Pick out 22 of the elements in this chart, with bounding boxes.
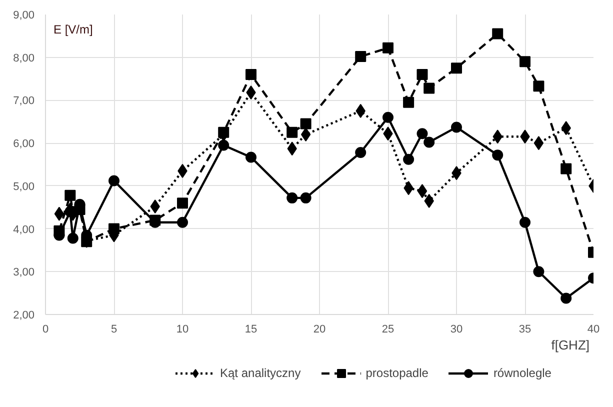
legend-label: prostopadle bbox=[366, 366, 428, 380]
legend-label: równolegle bbox=[493, 366, 552, 380]
y-tick-label: 8,00 bbox=[13, 52, 35, 64]
legend-label: Kąt analityczny bbox=[220, 366, 301, 380]
y-tick-label: 9,00 bbox=[13, 10, 35, 22]
x-tick-label: 25 bbox=[382, 324, 394, 336]
y-tick-label: 5,00 bbox=[13, 180, 35, 193]
x-tick-label: 30 bbox=[450, 324, 463, 336]
x-tick-label: 20 bbox=[313, 324, 326, 336]
y-tick-label: 6,00 bbox=[13, 138, 35, 150]
x-tick-label: 15 bbox=[244, 324, 258, 336]
x-tick-label: 5 bbox=[110, 324, 118, 336]
x-tick-label: 0 bbox=[42, 324, 49, 336]
y-axis-title: E [V/m] bbox=[54, 22, 93, 36]
x-axis-title: f[GHZ] bbox=[551, 338, 590, 352]
x-tick-label: 40 bbox=[587, 324, 600, 336]
y-tick-label: 7,00 bbox=[13, 95, 35, 108]
x-tick-label: 10 bbox=[176, 324, 189, 336]
y-tick-label: 2,00 bbox=[13, 310, 35, 322]
x-tick-label: 35 bbox=[518, 324, 532, 336]
y-tick-label: 4,00 bbox=[13, 224, 35, 236]
y-tick-label: 3,00 bbox=[13, 266, 35, 279]
